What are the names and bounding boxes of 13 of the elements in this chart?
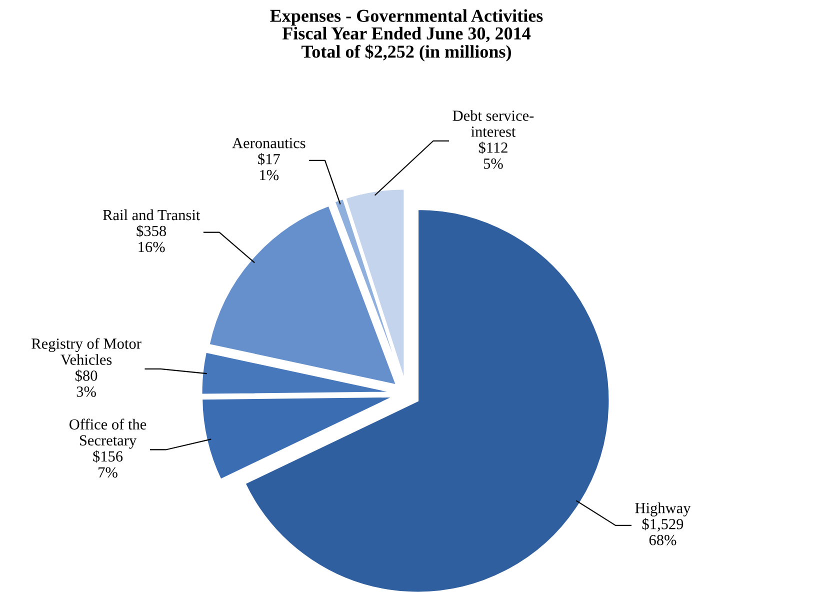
data-label: $1,529 68% xyxy=(642,518,684,546)
data-label: $17 1% xyxy=(258,153,280,180)
slice-label: Office of the Secretary xyxy=(70,418,146,449)
slice-label: Aeronautics xyxy=(232,138,306,148)
chart-title: Expenses - Governmental Activities Fiscal Year Ended June 30, 2014 Total of $2,252 (in millions) xyxy=(270,9,543,62)
data-label: $358 16% xyxy=(136,224,166,252)
data-label: $112 5% xyxy=(478,142,508,169)
slice-label: Rail and Transit xyxy=(102,209,200,220)
data-label: $156 7% xyxy=(93,450,123,478)
data-label: $80 3% xyxy=(76,370,98,397)
slice-label: Registry of Motor Vehicles xyxy=(32,338,142,365)
slice-label: Debt service- interest xyxy=(452,110,534,137)
slice-label: Highway xyxy=(635,502,691,516)
